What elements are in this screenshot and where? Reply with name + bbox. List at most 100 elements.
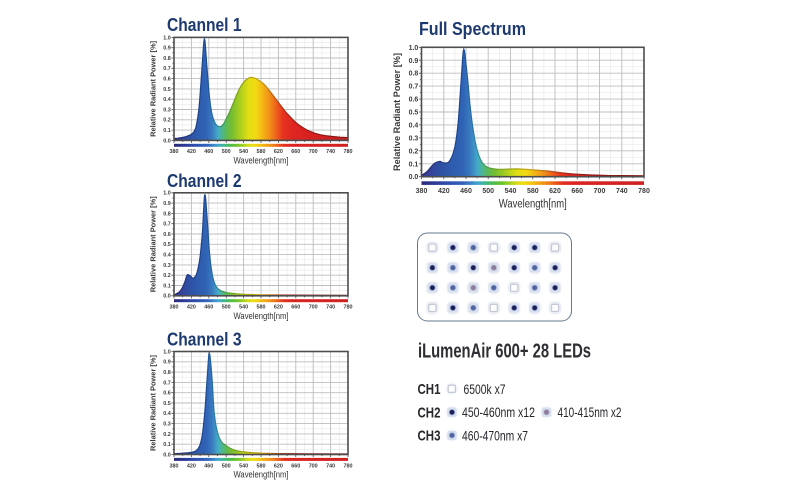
svg-text:0.3: 0.3 [163,422,171,428]
svg-text:780: 780 [344,463,353,469]
svg-text:0.8: 0.8 [163,370,171,376]
svg-text:410-415nm x2: 410-415nm x2 [558,404,622,420]
svg-text:0.9: 0.9 [409,58,419,65]
svg-text:460: 460 [204,149,213,155]
svg-text:580: 580 [257,463,266,469]
svg-text:540: 540 [239,305,248,311]
svg-text:0.5: 0.5 [163,242,171,248]
svg-text:Full Spectrum: Full Spectrum [419,18,526,39]
svg-text:0.1: 0.1 [163,442,171,448]
svg-text:460: 460 [204,305,213,311]
svg-text:0.5: 0.5 [163,401,171,407]
svg-text:0.2: 0.2 [409,148,419,155]
svg-text:Relative Radiant Power [%]: Relative Radiant Power [%] [150,196,158,292]
svg-text:0.3: 0.3 [163,107,171,113]
svg-text:0.3: 0.3 [409,135,419,142]
svg-text:0.9: 0.9 [163,360,171,366]
svg-text:580: 580 [257,305,266,311]
svg-text:Wavelength[nm]: Wavelength[nm] [234,155,289,165]
svg-text:0.7: 0.7 [409,84,419,91]
svg-text:0.9: 0.9 [163,201,171,207]
svg-text:500: 500 [222,149,231,155]
svg-text:CH1: CH1 [418,381,441,398]
svg-text:Wavelength[nm]: Wavelength[nm] [234,470,289,480]
svg-text:0.6: 0.6 [163,391,171,397]
svg-text:1.0: 1.0 [163,191,171,197]
svg-text:420: 420 [438,188,450,195]
svg-text:700: 700 [309,149,318,155]
svg-text:0.1: 0.1 [163,283,171,289]
svg-text:Relative Radiant Power [%]: Relative Radiant Power [%] [150,41,158,137]
svg-text:740: 740 [326,305,335,311]
svg-text:660: 660 [291,305,300,311]
svg-text:0.7: 0.7 [163,66,171,72]
svg-text:0.0: 0.0 [163,294,171,300]
svg-text:380: 380 [416,188,428,195]
svg-text:500: 500 [482,188,494,195]
svg-text:420: 420 [187,149,196,155]
svg-text:700: 700 [309,463,318,469]
svg-text:0.4: 0.4 [163,97,171,103]
svg-text:6500k x7: 6500k x7 [464,381,506,397]
svg-text:0.4: 0.4 [163,411,171,417]
svg-text:Channel 2: Channel 2 [167,171,242,191]
svg-text:0.0: 0.0 [163,138,171,144]
svg-text:0.3: 0.3 [163,263,171,269]
svg-text:500: 500 [222,305,231,311]
svg-text:Channel 1: Channel 1 [167,15,242,35]
svg-text:500: 500 [222,463,231,469]
svg-text:380: 380 [170,463,179,469]
svg-text:580: 580 [527,188,539,195]
svg-text:Wavelength[nm]: Wavelength[nm] [234,311,289,321]
svg-text:420: 420 [187,305,196,311]
svg-text:0.7: 0.7 [163,222,171,228]
svg-text:0.4: 0.4 [409,123,419,130]
svg-text:0.9: 0.9 [163,46,171,52]
svg-text:380: 380 [170,305,179,311]
svg-text:700: 700 [309,305,318,311]
svg-text:CH2: CH2 [418,404,441,421]
svg-text:460-470nm x7: 460-470nm x7 [462,427,528,443]
svg-text:540: 540 [239,463,248,469]
svg-text:0.6: 0.6 [163,77,171,83]
svg-text:420: 420 [187,463,196,469]
svg-text:740: 740 [326,463,335,469]
svg-text:0.6: 0.6 [163,232,171,238]
svg-text:620: 620 [274,305,283,311]
svg-text:700: 700 [594,188,606,195]
svg-text:780: 780 [638,188,650,195]
svg-text:0.1: 0.1 [409,161,419,168]
svg-text:1.0: 1.0 [163,349,171,355]
svg-text:740: 740 [616,188,628,195]
svg-text:660: 660 [571,188,583,195]
svg-text:0.2: 0.2 [163,273,171,279]
svg-text:620: 620 [274,463,283,469]
svg-text:620: 620 [274,149,283,155]
svg-text:0.7: 0.7 [163,380,171,386]
svg-text:780: 780 [344,149,353,155]
svg-text:460: 460 [204,463,213,469]
svg-text:CH3: CH3 [418,428,441,445]
svg-text:Relative Radiant Power [%]: Relative Radiant Power [%] [150,355,158,451]
svg-text:380: 380 [170,149,179,155]
svg-text:540: 540 [239,149,248,155]
svg-text:0.0: 0.0 [409,174,419,181]
svg-text:0.6: 0.6 [409,97,419,104]
svg-text:Wavelength[nm]: Wavelength[nm] [499,199,567,211]
svg-text:0.0: 0.0 [163,452,171,458]
svg-text:Relative Radiant Power [%]: Relative Radiant Power [%] [391,53,402,171]
svg-text:580: 580 [257,149,266,155]
svg-text:780: 780 [344,305,353,311]
svg-text:0.8: 0.8 [163,56,171,62]
svg-text:1.0: 1.0 [409,45,419,52]
svg-text:0.1: 0.1 [163,128,171,134]
svg-text:450-460nm x12: 450-460nm x12 [462,404,535,420]
svg-text:0.8: 0.8 [163,211,171,217]
svg-text:0.4: 0.4 [163,253,171,259]
svg-text:0.5: 0.5 [409,110,419,117]
svg-text:460: 460 [460,188,472,195]
svg-text:0.8: 0.8 [409,71,419,78]
svg-text:740: 740 [326,149,335,155]
svg-text:Channel 3: Channel 3 [167,330,242,350]
svg-text:0.5: 0.5 [163,87,171,93]
